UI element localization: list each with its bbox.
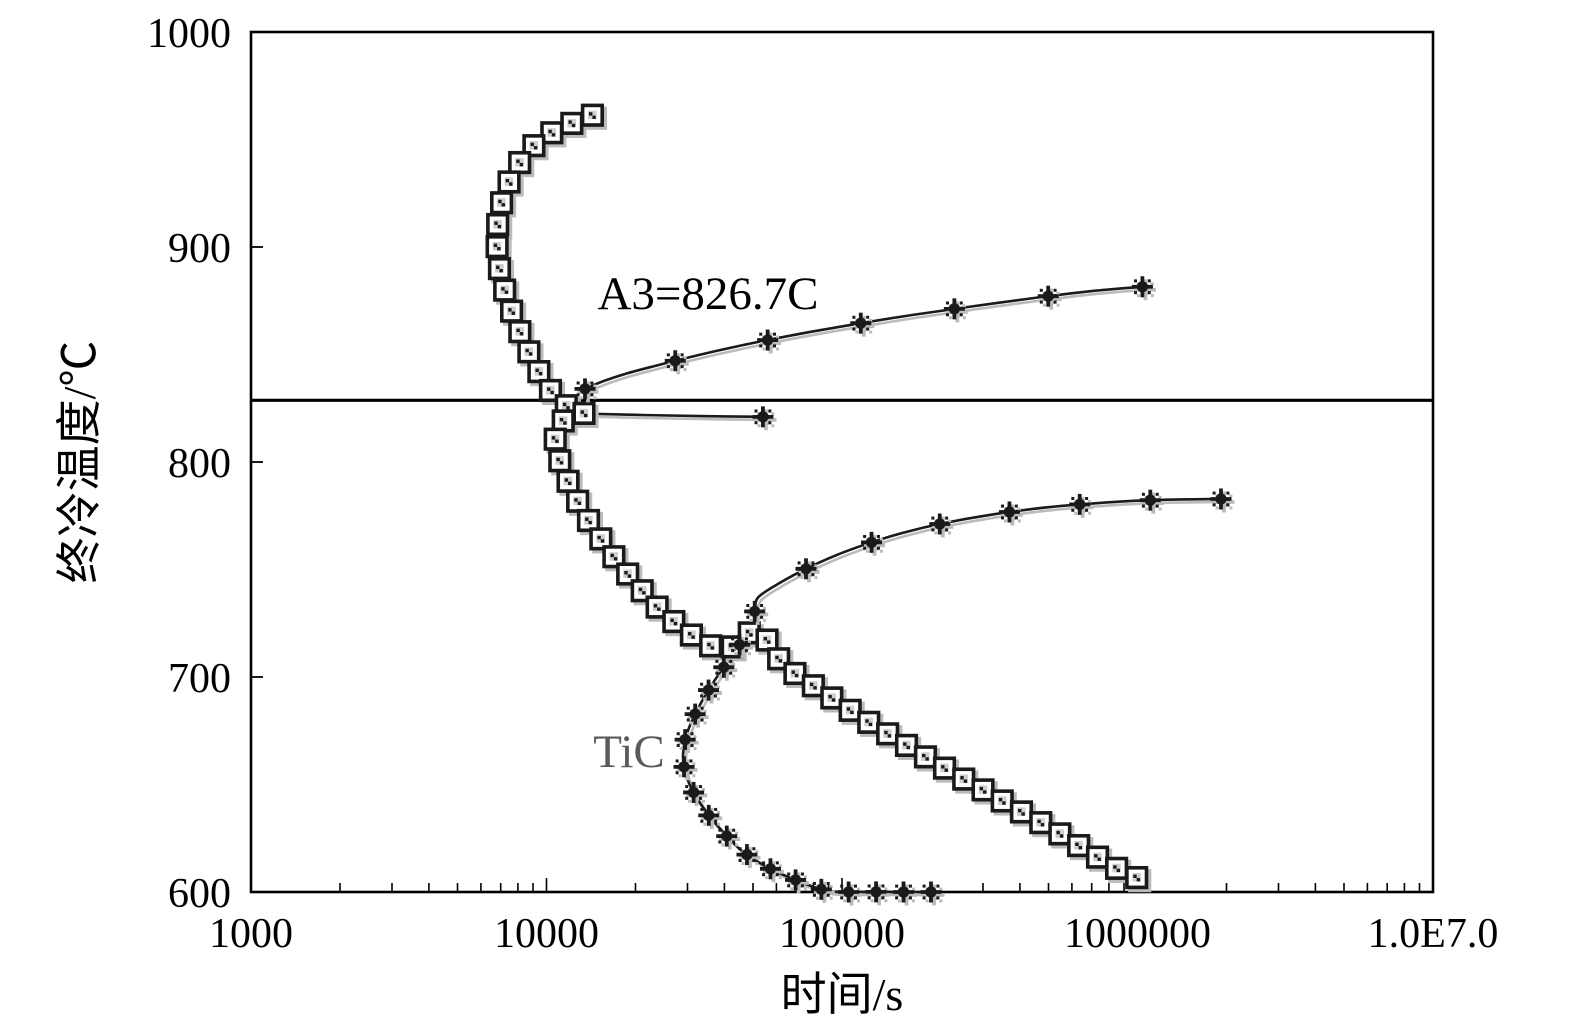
svg-text:A3=826.7C: A3=826.7C: [597, 268, 818, 320]
svg-text:1000: 1000: [209, 911, 293, 957]
svg-text:100000: 100000: [779, 911, 905, 957]
svg-text:900: 900: [168, 226, 231, 272]
svg-text:终冷温度/℃: 终冷温度/℃: [54, 341, 105, 584]
svg-text:10000: 10000: [494, 911, 599, 957]
svg-text:1000000: 1000000: [1064, 911, 1211, 957]
svg-text:600: 600: [168, 871, 231, 917]
svg-text:时间/s: 时间/s: [781, 969, 904, 1020]
svg-text:1.0E7.0: 1.0E7.0: [1368, 911, 1499, 957]
svg-text:TiC: TiC: [593, 726, 664, 778]
svg-text:700: 700: [168, 656, 231, 702]
svg-text:800: 800: [168, 441, 231, 487]
svg-text:1000: 1000: [147, 11, 231, 57]
